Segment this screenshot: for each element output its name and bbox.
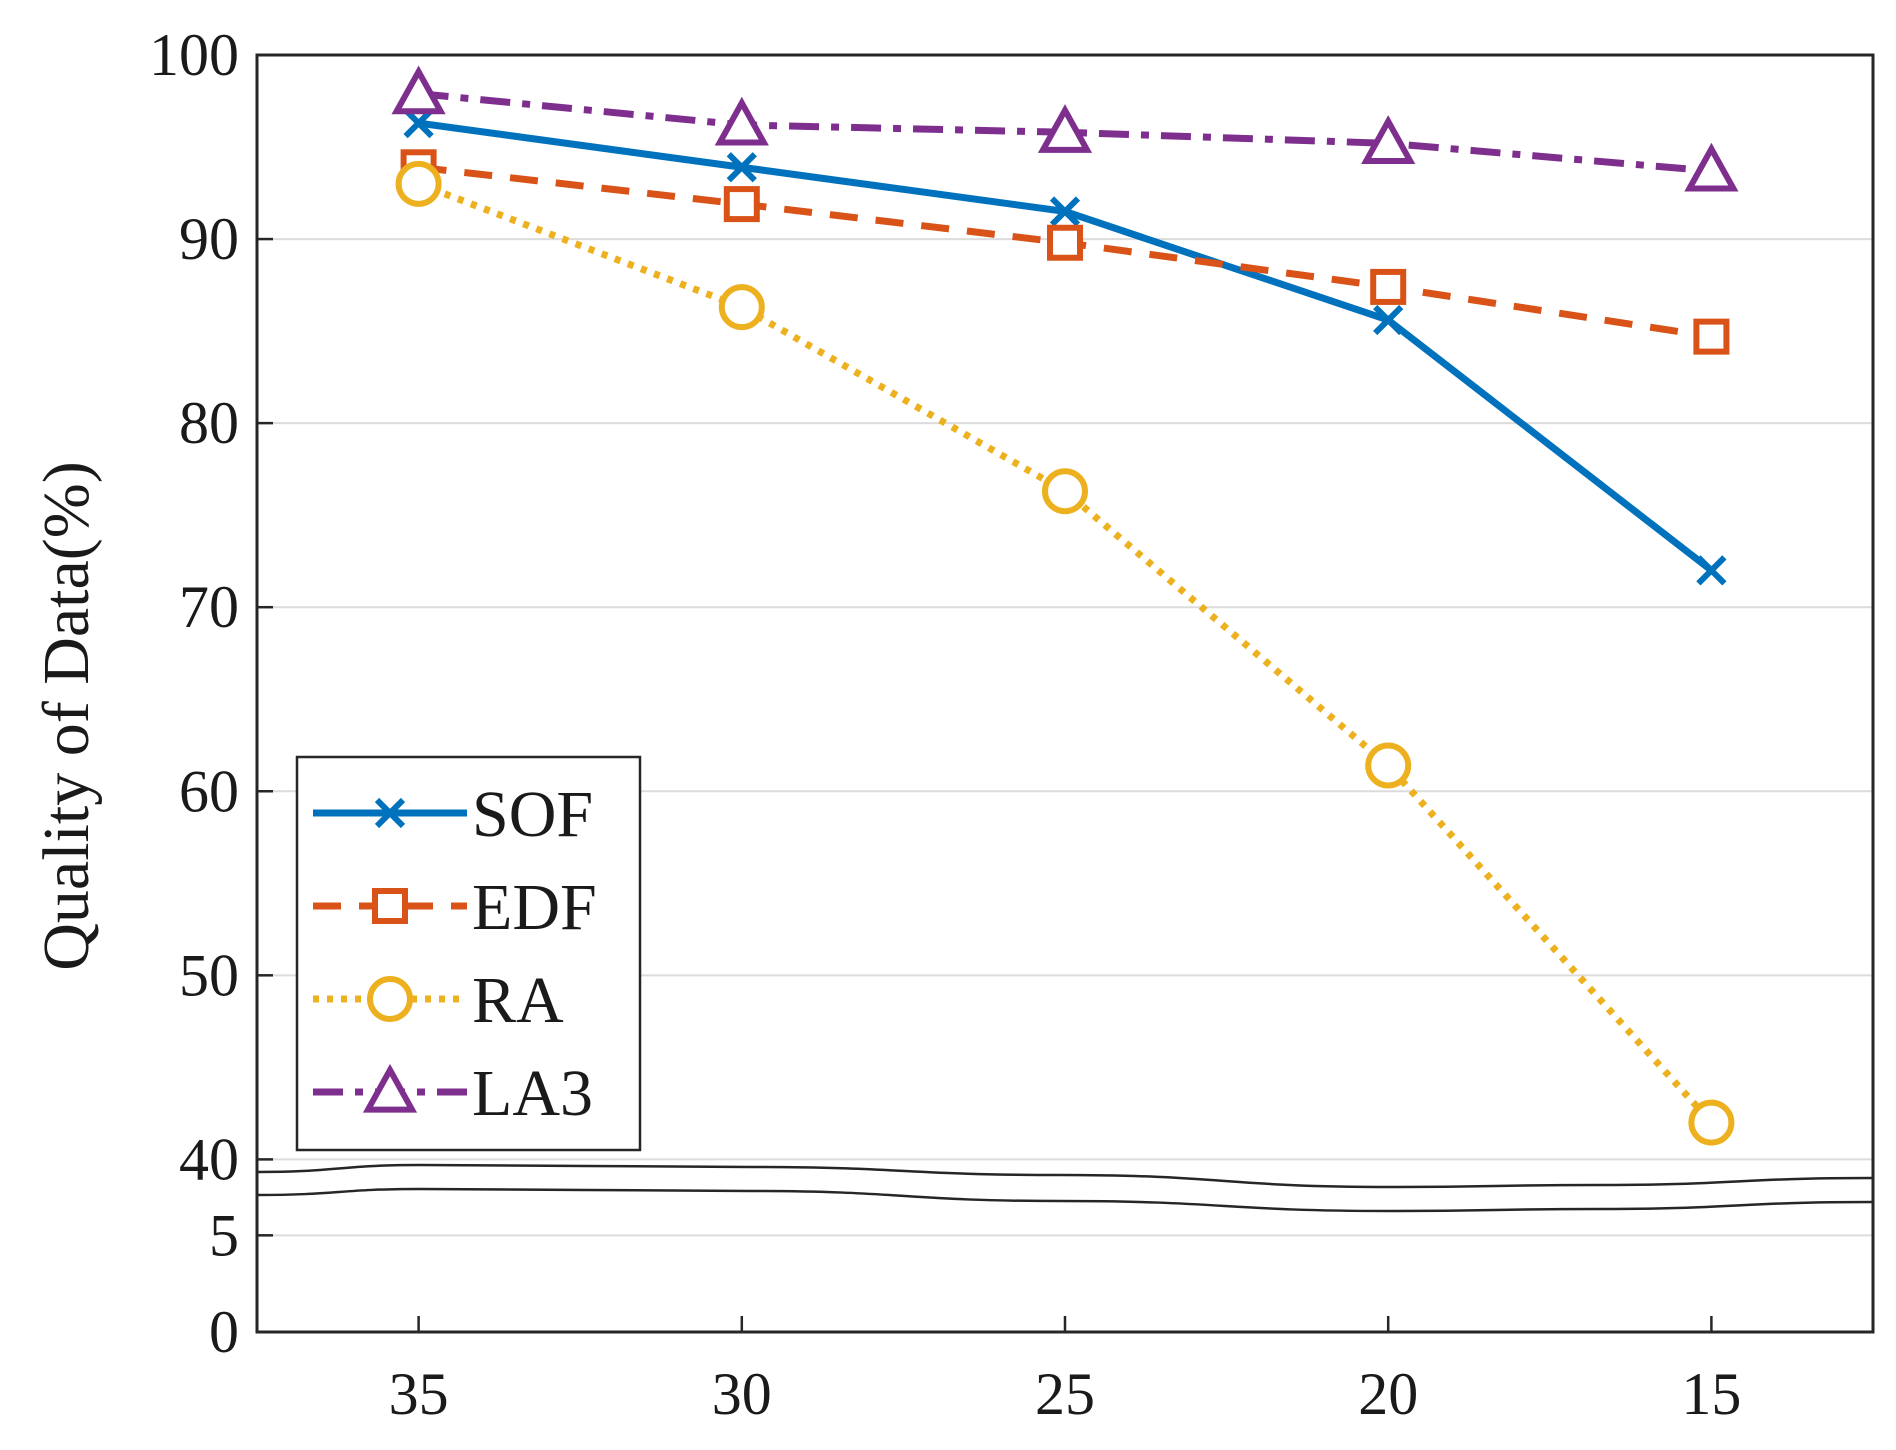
x-tick-label-25: 25	[1035, 1361, 1095, 1427]
y-tick-label-0: 0	[209, 1299, 239, 1365]
legend-label-sof: SOF	[472, 778, 593, 851]
y-tick-label-50: 50	[179, 942, 239, 1008]
plot-frame	[255, 53, 1875, 1334]
point-la3-25	[1037, 104, 1093, 153]
point-la3-30	[714, 96, 769, 146]
point-sof-35	[403, 107, 434, 139]
point-la3-15	[1684, 142, 1739, 192]
y-tick-label-60: 60	[179, 758, 239, 824]
legend: SOF EDF RA LA3	[295, 755, 642, 1152]
axis-break-line-lower	[256, 1187, 1874, 1213]
point-edf-30	[723, 186, 760, 223]
y-axis-title: Quality of Data(%)	[30, 461, 103, 970]
point-sof-20-shape	[1373, 304, 1404, 336]
point-ra-15	[1688, 1099, 1735, 1146]
point-sof-35-shape	[403, 107, 434, 139]
point-sof-15-shape	[1696, 555, 1727, 586]
x-tick-label-20: 20	[1358, 1361, 1418, 1427]
point-edf-25	[1047, 224, 1083, 261]
y-tick-label-100: 100	[149, 22, 239, 88]
point-sof-30-shape	[726, 152, 757, 183]
point-la3-35	[391, 65, 446, 115]
legend-marker-la3	[362, 1063, 418, 1113]
series-edf	[400, 149, 1730, 355]
axes: 0 5 40 50 60 70 80 90 100 35 30 25 20 15 Quality of Da…	[30, 22, 1875, 1427]
legend-label-la3: LA3	[472, 1057, 593, 1130]
point-ra-30	[718, 284, 765, 331]
point-sof-25	[1049, 196, 1081, 227]
axis-break-band	[257, 1165, 1873, 1211]
x-tick-label-30: 30	[712, 1361, 772, 1427]
y-tick-label-80: 80	[179, 390, 239, 456]
series-la3	[391, 65, 1739, 192]
series-ra	[395, 160, 1735, 1146]
point-edf-15	[1693, 318, 1730, 355]
point-sof-15	[1696, 555, 1727, 586]
x-tick-label-15: 15	[1681, 1361, 1741, 1427]
legend-marker-edf	[372, 888, 408, 924]
point-ra-35	[395, 160, 442, 207]
series-sof	[403, 107, 1727, 586]
legend-marker-ra	[367, 976, 413, 1022]
point-ra-25	[1042, 468, 1088, 515]
legend-marker-sof-shape	[374, 797, 406, 829]
legend-box	[295, 755, 642, 1152]
series-layer	[391, 65, 1739, 1146]
y-tick-label-70: 70	[179, 574, 239, 640]
point-sof-25-shape	[1049, 196, 1081, 227]
point-edf-20	[1370, 268, 1407, 305]
y-tick-label-90: 90	[179, 206, 239, 272]
x-tick-label-35: 35	[389, 1361, 449, 1427]
legend-label-edf: EDF	[472, 871, 597, 944]
axis-break-line-upper	[256, 1163, 1874, 1189]
legend-label-ra: RA	[472, 964, 564, 1037]
axis-break	[256, 1163, 1874, 1213]
point-la3-20	[1361, 115, 1416, 164]
point-sof-20	[1373, 304, 1404, 336]
point-ra-20	[1365, 742, 1412, 789]
legend-marker-sof	[374, 797, 406, 829]
point-sof-30	[726, 152, 757, 183]
y-tick-label-5: 5	[209, 1202, 239, 1268]
y-tick-label-40: 40	[179, 1126, 239, 1192]
